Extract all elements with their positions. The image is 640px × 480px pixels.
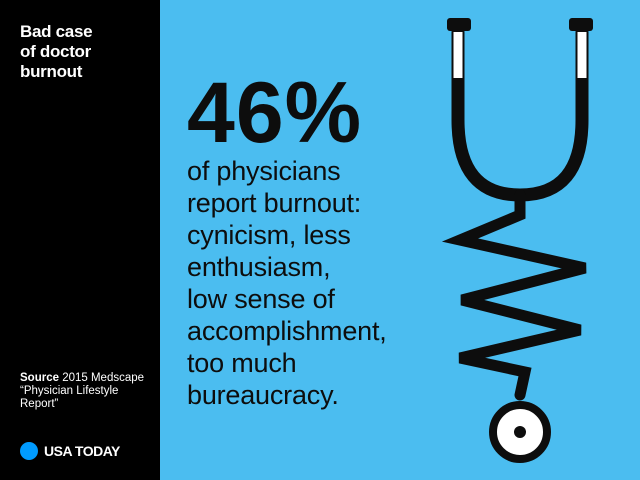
description-line: accomplishment, — [187, 316, 387, 346]
description-line: bureaucracy. — [187, 380, 339, 410]
description-line: too much — [187, 348, 297, 378]
title-line: Bad case — [20, 22, 93, 41]
sidebar-title: Bad case of doctor burnout — [20, 22, 150, 82]
description-line: enthusiasm, — [187, 252, 331, 282]
brand-logo: USA TODAY — [20, 441, 120, 461]
description-line: low sense of — [187, 284, 335, 314]
stethoscope-icon — [441, 18, 593, 463]
description-line: of physicians — [187, 156, 341, 186]
title-line: burnout — [20, 62, 83, 81]
title-line: of doctor — [20, 42, 91, 61]
sidebar: Bad case of doctor burnout Source 2015 M… — [0, 0, 160, 480]
source-line: Source 2015 Medscape — [20, 372, 150, 385]
brand-name: USA TODAY — [44, 443, 120, 459]
source-line: Report” — [20, 398, 59, 410]
main-panel: 46% of physicians report burnout: cynici… — [160, 0, 640, 480]
headline-stat: 46% — [187, 65, 363, 161]
description-line: cynicism, less — [187, 220, 351, 250]
source-line: “Physician Lifestyle — [20, 385, 119, 397]
source-text: 2015 Medscape — [59, 372, 145, 384]
source-note: Source 2015 Medscape “Physician Lifestyl… — [20, 372, 150, 411]
usa-today-dot-icon — [20, 442, 38, 460]
description-line: report burnout: — [187, 188, 362, 218]
stat-description: of physicians report burnout: cynicism, … — [187, 155, 467, 411]
source-label: Source — [20, 372, 59, 384]
